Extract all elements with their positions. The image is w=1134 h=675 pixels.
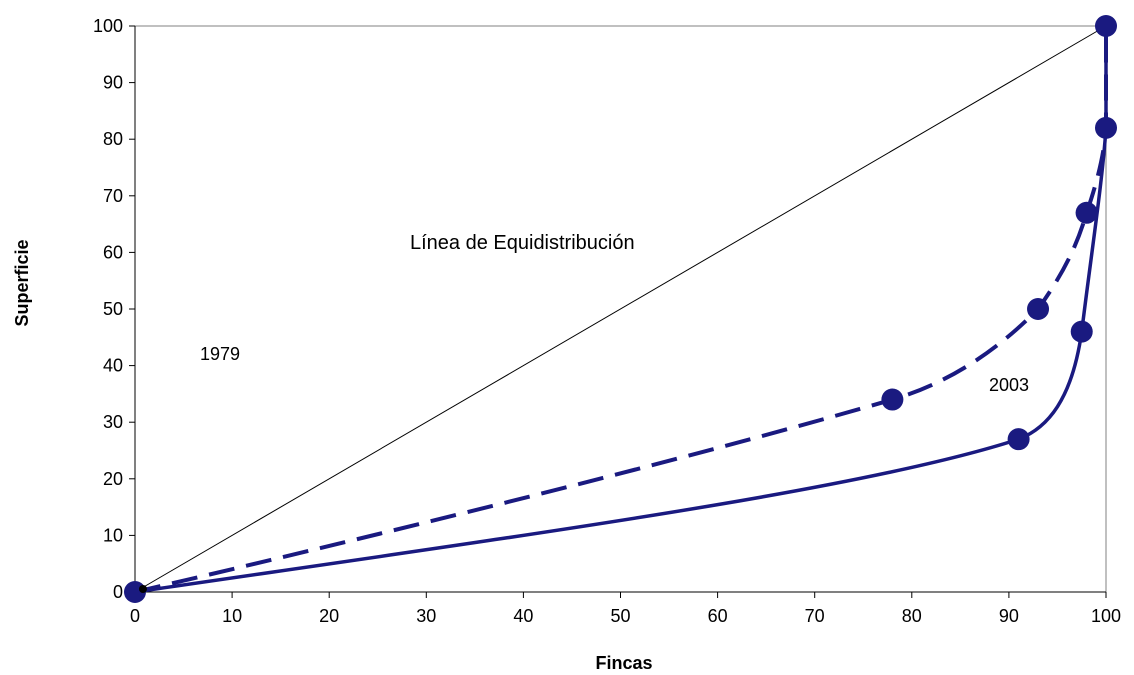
x-tick-label: 100 [1091, 606, 1121, 626]
series-2003-marker [1007, 428, 1030, 451]
y-tick-label: 60 [103, 242, 123, 262]
x-tick-label: 40 [513, 606, 533, 626]
series-1979-line [134, 26, 1108, 594]
y-axis-title: Superficie [12, 239, 32, 326]
series-1979-marker [1075, 201, 1098, 224]
x-tick-label: 30 [416, 606, 436, 626]
x-ticks: 0 10 20 30 40 50 60 70 80 90 100 [130, 592, 1121, 626]
origin-dot [139, 585, 147, 593]
y-ticks: 0 10 20 30 40 50 60 70 80 90 100 [93, 16, 135, 602]
series-2003-label: 2003 [989, 375, 1029, 395]
x-tick-label: 80 [902, 606, 922, 626]
series-layer [134, 25, 1108, 594]
x-tick-label: 10 [222, 606, 242, 626]
y-tick-label: 80 [103, 129, 123, 149]
y-tick-label: 30 [103, 412, 123, 432]
x-tick-label: 90 [999, 606, 1019, 626]
y-tick-label: 0 [113, 582, 123, 602]
y-tick-label: 50 [103, 299, 123, 319]
y-tick-label: 40 [103, 356, 123, 376]
series-1979-label: 1979 [200, 344, 240, 364]
series-2003-marker [1070, 320, 1093, 343]
x-tick-label: 50 [610, 606, 630, 626]
markers-layer [124, 15, 1117, 603]
x-tick-label: 60 [708, 606, 728, 626]
series-1979-marker [881, 388, 904, 411]
y-tick-label: 90 [103, 73, 123, 93]
series-1979-marker [1095, 116, 1117, 139]
x-tick-label: 20 [319, 606, 339, 626]
equidistribution-line [134, 25, 1107, 593]
series-1979-marker [1027, 298, 1050, 320]
series-1979-marker [1095, 15, 1117, 37]
y-tick-label: 100 [93, 16, 123, 36]
y-tick-label: 70 [103, 186, 123, 206]
x-tick-label: 0 [130, 606, 140, 626]
x-axis-title: Fincas [595, 653, 652, 673]
axes: 0 10 20 30 40 50 60 70 80 90 100 0 10 20 30 40 50 60 70 80… [93, 16, 1121, 626]
y-tick-label: 10 [103, 525, 123, 545]
equidistribution-label: Línea de Equidistribución [410, 232, 635, 254]
y-tick-label: 20 [103, 469, 123, 489]
x-tick-label: 70 [805, 606, 825, 626]
